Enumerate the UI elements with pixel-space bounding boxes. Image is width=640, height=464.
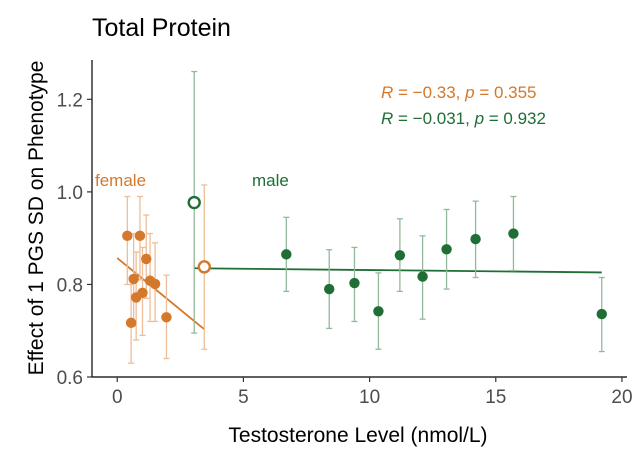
female-data-point bbox=[125, 317, 137, 329]
stat-r-value: = −0.031, bbox=[393, 109, 474, 128]
stat-r-value: = −0.33, bbox=[393, 83, 465, 102]
male-data-point bbox=[324, 283, 335, 295]
stat-r-symbol: R bbox=[381, 83, 393, 102]
female-correlation-stat: R = −0.33, p = 0.355 bbox=[381, 83, 537, 102]
x-tick-label: 10 bbox=[359, 387, 380, 408]
data-points bbox=[122, 195, 607, 329]
female-data-point bbox=[128, 273, 139, 285]
female-fit-line bbox=[116, 257, 205, 331]
male-data-point bbox=[596, 308, 607, 320]
male-data-point bbox=[508, 228, 519, 239]
x-tick-label: 15 bbox=[485, 387, 506, 408]
male-data-point bbox=[349, 277, 360, 289]
x-tick-label: 0 bbox=[112, 387, 123, 408]
chart-title: Total Protein bbox=[92, 14, 231, 42]
female-data-point bbox=[149, 278, 161, 290]
y-tick-label: 1.0 bbox=[57, 183, 83, 204]
stat-p-value: = 0.355 bbox=[475, 83, 537, 102]
x-tick-label: 5 bbox=[238, 387, 249, 408]
x-axis-ticks: 0 5 10 15 20 bbox=[112, 377, 633, 408]
y-axis-title: Effect of 1 PGS SD on Phenotype bbox=[25, 61, 48, 376]
male-fit-line bbox=[194, 267, 602, 274]
female-summary-point bbox=[197, 260, 211, 274]
y-tick-label: 0.6 bbox=[57, 368, 83, 389]
male-data-point bbox=[470, 233, 481, 245]
female-group-label: female bbox=[95, 171, 146, 190]
axes bbox=[91, 60, 627, 378]
fit-lines bbox=[116, 257, 602, 331]
y-axis-ticks: 0.6 0.8 1.0 1.2 bbox=[57, 90, 92, 389]
y-tick-label: 1.2 bbox=[57, 90, 83, 111]
male-data-point bbox=[441, 244, 452, 255]
male-data-point bbox=[417, 271, 428, 282]
male-group-label: male bbox=[252, 171, 289, 190]
male-data-point bbox=[394, 250, 406, 261]
male-data-point bbox=[373, 306, 384, 317]
female-data-point bbox=[141, 253, 152, 265]
stat-r-symbol: R bbox=[381, 109, 393, 128]
female-data-point bbox=[137, 287, 148, 298]
stat-p-symbol: p bbox=[474, 109, 484, 128]
female-data-point bbox=[161, 312, 172, 323]
male-correlation-stat: R = −0.031, p = 0.932 bbox=[381, 109, 546, 128]
y-tick-label: 0.8 bbox=[57, 275, 83, 296]
x-axis-title: Testosterone Level (nmol/L) bbox=[228, 424, 487, 447]
stat-p-symbol: p bbox=[464, 83, 474, 102]
x-tick-label: 20 bbox=[611, 387, 632, 408]
female-data-point bbox=[134, 230, 146, 242]
female-data-point bbox=[122, 230, 133, 242]
male-data-point bbox=[281, 249, 292, 260]
male-summary-point bbox=[187, 195, 201, 210]
stat-p-value: = 0.932 bbox=[484, 109, 546, 128]
